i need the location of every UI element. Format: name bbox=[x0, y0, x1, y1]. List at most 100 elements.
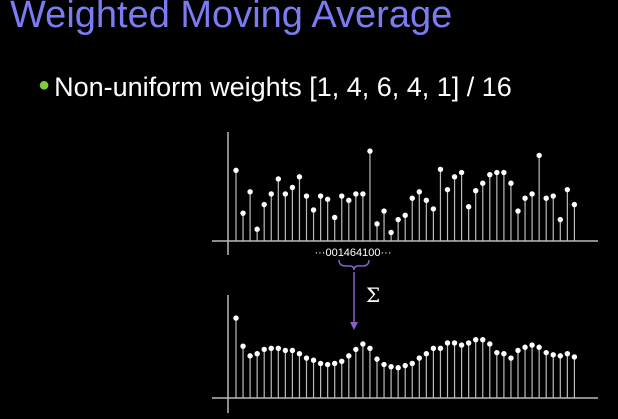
output-sample-point bbox=[332, 360, 338, 367]
input-sample-point bbox=[515, 208, 521, 214]
input-sample-point bbox=[360, 191, 366, 197]
input-sample-point bbox=[353, 191, 359, 197]
output-sample-point bbox=[303, 355, 310, 361]
input-sample-point bbox=[261, 201, 267, 208]
output-sample-point bbox=[522, 344, 528, 350]
output-sample-point bbox=[317, 360, 324, 367]
input-signal-plot bbox=[212, 132, 598, 255]
bullet-item: ● Non-uniform weights [1, 4, 6, 4, 1] / 1… bbox=[38, 72, 512, 103]
output-sample-point bbox=[339, 358, 345, 364]
input-sample-point bbox=[543, 195, 549, 201]
input-sample-point bbox=[374, 221, 380, 227]
output-sample-point bbox=[310, 357, 317, 363]
input-sample-point bbox=[423, 197, 430, 204]
kernel-sequence-label: ···001464100··· bbox=[314, 247, 391, 259]
input-sample-point bbox=[416, 189, 422, 195]
input-sample-point bbox=[536, 152, 542, 159]
input-sample-point bbox=[473, 188, 479, 194]
output-sample-point bbox=[360, 341, 366, 347]
input-sample-point bbox=[571, 201, 578, 208]
output-sample-point bbox=[487, 341, 493, 347]
input-sample-point bbox=[275, 176, 281, 182]
output-sample-point bbox=[437, 345, 444, 352]
output-sample-point bbox=[416, 355, 422, 361]
output-sample-point bbox=[543, 349, 549, 356]
output-sample-point bbox=[233, 315, 239, 321]
input-sample-point bbox=[346, 197, 352, 204]
input-sample-point bbox=[240, 210, 246, 216]
output-sample-point bbox=[571, 354, 578, 360]
input-sample-point bbox=[444, 186, 451, 193]
input-sample-point bbox=[339, 193, 345, 199]
input-sample-point bbox=[296, 174, 303, 180]
output-sample-point bbox=[508, 355, 514, 361]
output-sample-point bbox=[381, 361, 387, 368]
output-sample-point bbox=[240, 343, 246, 349]
output-sample-point bbox=[254, 351, 260, 357]
output-sample-point bbox=[289, 347, 296, 354]
output-sample-point bbox=[480, 336, 486, 343]
output-sample-point bbox=[451, 340, 458, 346]
input-sample-point bbox=[310, 207, 317, 213]
output-sample-point bbox=[353, 346, 359, 353]
slide-title: Weighted Moving Average bbox=[10, 0, 453, 36]
output-sample-point bbox=[536, 344, 542, 350]
input-sample-point bbox=[529, 191, 535, 197]
output-sample-point bbox=[282, 347, 289, 354]
input-sample-point bbox=[508, 180, 514, 186]
input-sample-point bbox=[324, 196, 331, 202]
output-sample-point bbox=[367, 345, 373, 352]
output-sample-point bbox=[261, 346, 267, 353]
output-sample-point bbox=[247, 353, 253, 359]
input-sample-point bbox=[254, 226, 260, 232]
output-sample-point bbox=[275, 345, 281, 352]
input-sample-point bbox=[451, 174, 458, 180]
output-sample-point bbox=[564, 351, 571, 357]
output-sample-point bbox=[557, 353, 563, 359]
sum-operator-symbol: Σ bbox=[366, 283, 380, 307]
input-sample-point bbox=[395, 216, 401, 223]
output-sample-point bbox=[423, 351, 430, 357]
output-sample-point bbox=[501, 351, 507, 357]
bullet-dot-icon: ● bbox=[38, 74, 51, 97]
output-sample-point bbox=[374, 356, 380, 362]
input-sample-point bbox=[282, 191, 289, 197]
input-sample-point bbox=[437, 166, 444, 173]
output-sample-point bbox=[296, 351, 303, 357]
input-sample-point bbox=[480, 180, 486, 186]
input-sample-point bbox=[557, 216, 563, 223]
output-sample-point bbox=[395, 365, 401, 371]
output-sample-point bbox=[324, 361, 331, 368]
input-sample-point bbox=[501, 169, 507, 176]
input-sample-point bbox=[303, 193, 310, 199]
kernel-brace-icon bbox=[338, 259, 370, 271]
input-sample-point bbox=[367, 148, 373, 154]
output-sample-point bbox=[388, 363, 394, 370]
input-sample-point bbox=[332, 214, 338, 221]
input-sample-point bbox=[289, 184, 296, 191]
output-sample-point bbox=[465, 340, 472, 346]
input-sample-point bbox=[381, 208, 387, 214]
output-sample-point bbox=[515, 347, 521, 354]
input-sample-point bbox=[430, 206, 437, 212]
output-sample-point bbox=[458, 342, 465, 348]
output-sample-point bbox=[409, 360, 415, 367]
input-sample-point bbox=[388, 229, 394, 236]
input-sample-point bbox=[522, 195, 528, 201]
output-sample-point bbox=[529, 342, 535, 348]
input-sample-point bbox=[494, 169, 500, 176]
output-sample-point bbox=[473, 336, 479, 343]
input-sample-point bbox=[458, 169, 465, 176]
input-sample-point bbox=[247, 189, 253, 195]
input-sample-point bbox=[550, 193, 556, 199]
output-sample-point bbox=[268, 345, 274, 352]
output-sample-point bbox=[430, 345, 437, 352]
input-sample-point bbox=[317, 193, 324, 199]
input-sample-point bbox=[402, 212, 408, 219]
input-sample-point bbox=[268, 191, 274, 197]
output-signal-plot bbox=[212, 295, 598, 413]
bullet-text: Non-uniform weights [1, 4, 6, 4, 1] / 16 bbox=[54, 72, 512, 102]
input-sample-point bbox=[487, 171, 493, 178]
input-sample-point bbox=[465, 204, 472, 210]
